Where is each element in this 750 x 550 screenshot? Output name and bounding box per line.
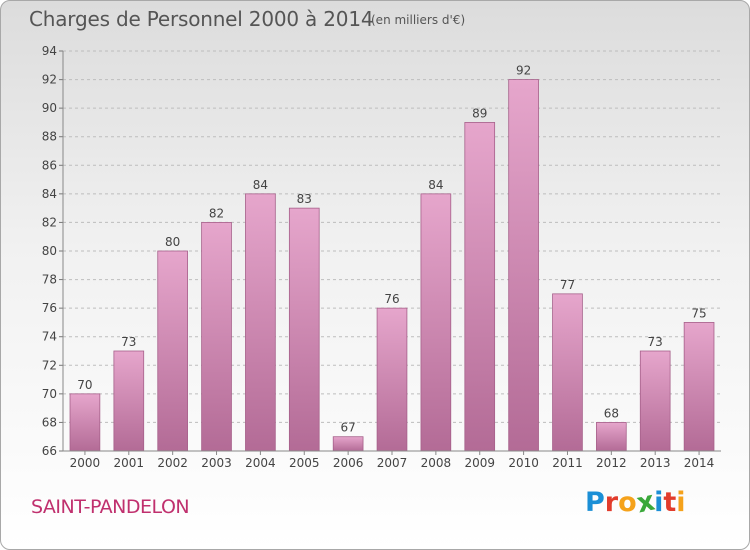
y-tick-label: 74: [42, 330, 57, 344]
y-tick-label: 76: [42, 301, 57, 315]
bar-2014: [683, 322, 715, 452]
y-tick-label: 78: [42, 273, 57, 287]
y-tick-label: 88: [42, 130, 57, 144]
x-tick-label: 2008: [421, 456, 452, 470]
x-tick-label: 2003: [201, 456, 232, 470]
y-tick-label: 82: [42, 215, 57, 229]
bar-2001: [113, 350, 145, 452]
y-tick-label: 90: [42, 101, 57, 115]
y-tick-label: 94: [42, 44, 57, 58]
data-label: 76: [384, 292, 399, 306]
x-tick-label: 2010: [508, 456, 539, 470]
bar-2006: [332, 436, 364, 452]
bar-2000: [69, 393, 101, 452]
x-tick-label: 2005: [289, 456, 320, 470]
data-label: 73: [648, 335, 663, 349]
x-tick-label: 2009: [464, 456, 495, 470]
x-tick-label: 2014: [684, 456, 715, 470]
bar-2003: [201, 222, 232, 452]
data-label: 84: [428, 178, 443, 192]
data-label: 70: [77, 378, 92, 392]
bar-2011: [552, 293, 583, 452]
bar-2004: [245, 193, 276, 452]
y-tick-label: 72: [42, 358, 57, 372]
y-tick-label: 70: [42, 387, 57, 401]
data-label: 89: [472, 106, 487, 120]
x-tick-label: 2007: [377, 456, 408, 470]
data-label: 83: [297, 192, 312, 206]
data-label: 77: [560, 278, 575, 292]
x-tick-label: 2004: [245, 456, 276, 470]
data-label: 84: [253, 178, 268, 192]
chart-title: Charges de Personnel 2000 à 2014: [29, 7, 374, 31]
x-tick-label: 2013: [640, 456, 671, 470]
bar-2008: [420, 193, 452, 452]
chart-subtitle: (en milliers d'€): [371, 13, 466, 27]
bar-2013: [639, 350, 671, 452]
x-tick-label: 2001: [114, 456, 145, 470]
y-tick-label: 68: [42, 415, 57, 429]
y-tick-label: 66: [42, 444, 57, 458]
y-tick-label: 80: [42, 244, 57, 258]
bar-2010: [508, 79, 539, 452]
x-tick-label: 2006: [333, 456, 364, 470]
bar-2005: [288, 207, 320, 452]
y-tick-label: 86: [42, 158, 57, 172]
data-label: 73: [121, 335, 136, 349]
x-tick-label: 2002: [157, 456, 188, 470]
data-label: 80: [165, 235, 180, 249]
commune-name: SAINT-PANDELON: [31, 496, 190, 518]
bar-2002: [157, 250, 188, 452]
data-label: 82: [209, 206, 224, 220]
x-tick-label: 2011: [552, 456, 583, 470]
y-tick-label: 84: [42, 187, 57, 201]
bar-2012: [596, 422, 627, 452]
data-label: 75: [691, 306, 706, 320]
bar-2007: [376, 307, 408, 452]
proxiti-logo: Proxiti: [585, 485, 686, 520]
y-tick-label: 92: [42, 73, 57, 87]
data-label: 67: [340, 421, 355, 435]
x-tick-label: 2012: [596, 456, 627, 470]
data-label: 92: [516, 64, 531, 78]
bar-2009: [464, 122, 496, 452]
data-label: 68: [604, 406, 619, 420]
x-tick-label: 2000: [70, 456, 101, 470]
